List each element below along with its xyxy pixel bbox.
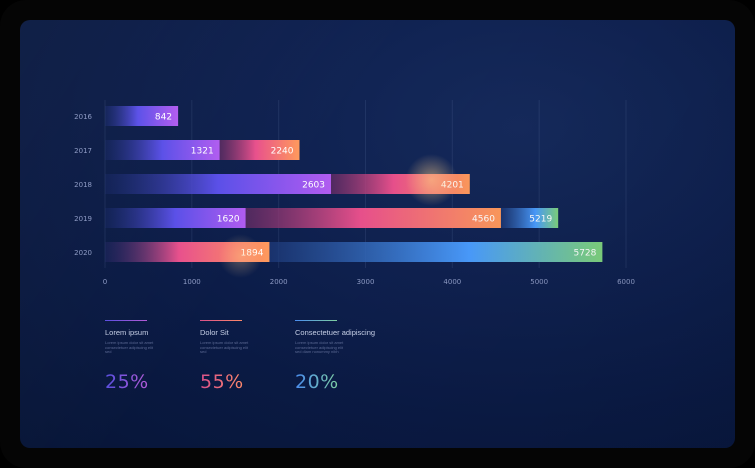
bar-segment [105, 174, 332, 194]
y-tick-label: 2019 [74, 215, 92, 223]
legend-item-dolor: Dolor Sit Lorem ipsum dolor sit amet con… [200, 320, 320, 393]
legend-line [105, 320, 147, 321]
data-label: 1620 [217, 215, 240, 225]
data-label: 1321 [191, 147, 214, 157]
legend-percent: 25% [105, 370, 149, 393]
x-tick-label: 3000 [357, 278, 375, 286]
legend-line [200, 320, 242, 321]
x-tick-label: 6000 [617, 278, 635, 286]
x-tick-label: 5000 [530, 278, 548, 286]
data-label: 4560 [472, 215, 495, 225]
bar-segment [105, 106, 179, 126]
bar-chart: 842132122402603420116204560521918945728 … [74, 100, 635, 286]
bar-segment [269, 242, 603, 262]
bar-segment [105, 208, 246, 228]
legend-description: Lorem ipsum dolor sit amet consectetuer … [200, 340, 249, 355]
y-tick-label: 2016 [74, 113, 92, 121]
data-label: 2240 [271, 147, 294, 157]
legend-title: Consectetuer adipiscing [295, 328, 376, 337]
legend-item-consectetuer: Consectetuer adipiscing Lorem ipsum dolo… [295, 320, 415, 393]
bar-segment [245, 208, 501, 228]
y-tick-label: 2017 [74, 147, 92, 155]
bar-segment [105, 140, 220, 160]
legend-description: Lorem ipsum dolor sit amet consectetuer … [105, 340, 154, 355]
glow-highlight [218, 234, 263, 278]
legend-percent: 55% [200, 370, 244, 393]
legend-item-lorem: Lorem ipsum Lorem ipsum dolor sit amet c… [105, 320, 225, 393]
x-tick-label: 0 [103, 278, 107, 286]
y-tick-label: 2020 [74, 249, 92, 257]
legend-percent: 20% [295, 370, 339, 393]
glow-highlight [405, 154, 458, 206]
legend-line [295, 320, 337, 321]
x-tick-label: 2000 [270, 278, 288, 286]
bar-segment [500, 208, 559, 228]
chart-screen: 842132122402603420116204560521918945728 … [20, 20, 735, 448]
bar-segment [219, 140, 300, 160]
x-tick-label: 4000 [443, 278, 461, 286]
legend-description: Lorem ipsum dolor sit amet consectetuer … [295, 340, 344, 355]
data-label: 5219 [529, 215, 552, 225]
data-label: 2603 [302, 181, 325, 191]
y-tick-label: 2018 [74, 181, 92, 189]
x-tick-label: 1000 [183, 278, 201, 286]
legend-title: Lorem ipsum [105, 328, 149, 337]
data-label: 842 [155, 113, 172, 123]
legend-title: Dolor Sit [200, 328, 229, 337]
data-label: 5728 [573, 249, 596, 259]
